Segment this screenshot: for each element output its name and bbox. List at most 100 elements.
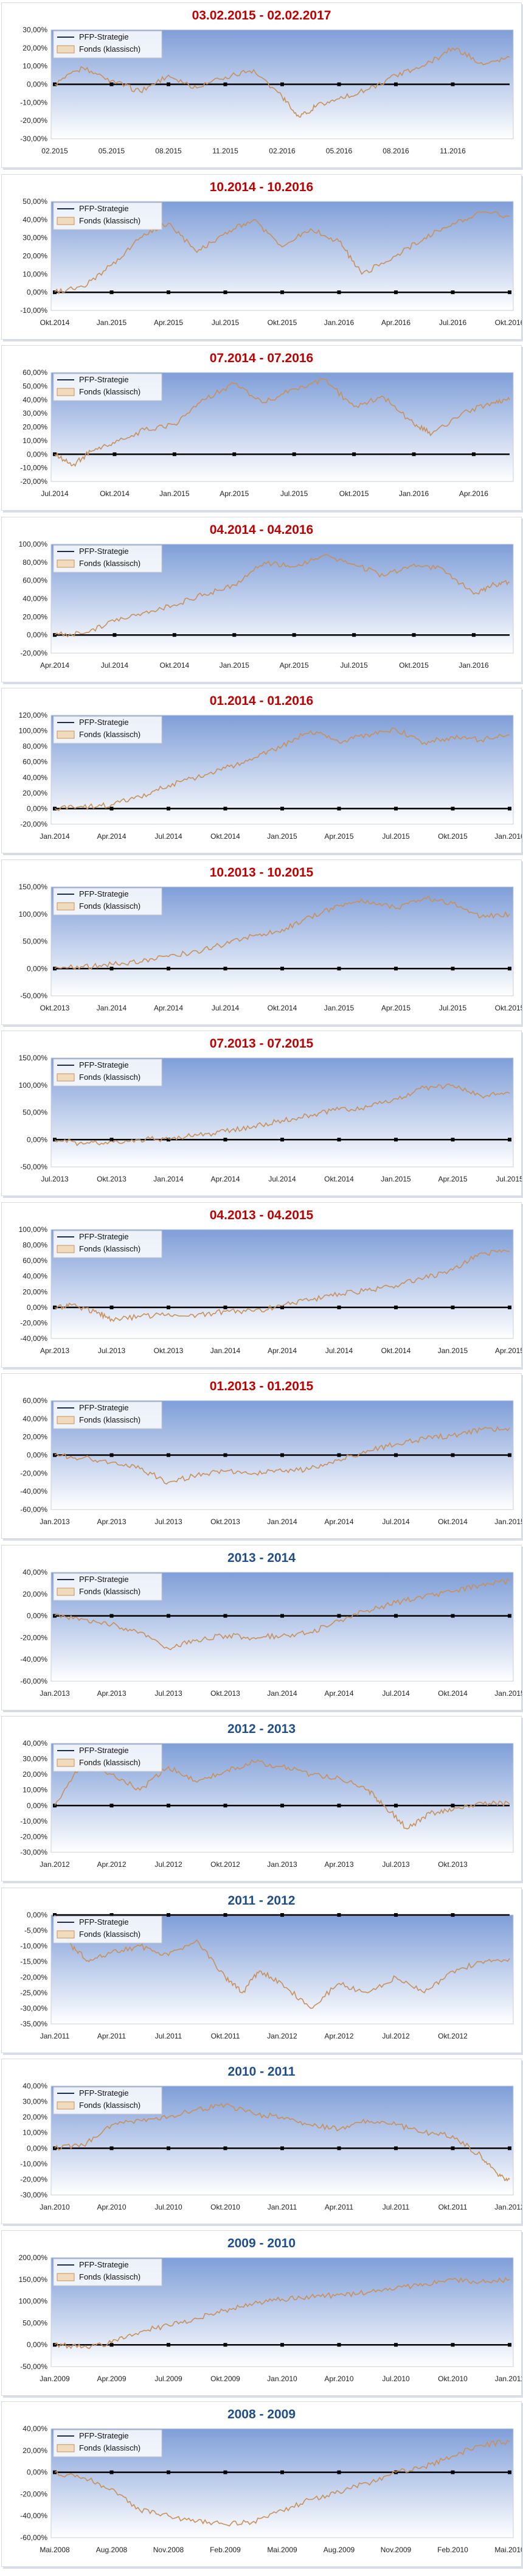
series-marker (53, 1138, 57, 1142)
series-marker (223, 807, 227, 811)
series-line-fonds (54, 894, 510, 970)
x-tick-label: Jul.2014 (154, 832, 182, 841)
y-tick-label: 0,00% (27, 80, 47, 89)
series-marker (113, 452, 117, 457)
y-tick-label: 40,00% (23, 1568, 47, 1577)
series-marker (280, 2342, 284, 2347)
x-tick-label: Jul.2016 (439, 318, 467, 327)
x-tick-label: Okt.2015 (268, 318, 297, 327)
legend-label: PFP-Strategie (79, 1575, 129, 1584)
x-tick-label: Jul.2014 (382, 1689, 410, 1698)
chart-svg: 40,00% 20,00% 0,00% -20,00% -40,00% -60,00% Ja… (20, 1568, 522, 1698)
legend-label: Fonds (klassisch) (79, 2272, 140, 2281)
series-marker (109, 1453, 114, 1457)
x-tick-label: Aug.2008 (96, 2546, 128, 2554)
series-marker (451, 2146, 455, 2151)
legend-label: PFP-Strategie (79, 2431, 129, 2440)
legend-label: PFP-Strategie (79, 1403, 129, 1412)
series-marker (292, 452, 296, 457)
legend-swatch-fonds (57, 730, 75, 739)
legend-box (53, 1744, 162, 1772)
series-marker (337, 1804, 341, 1808)
series-marker (337, 82, 341, 86)
series-marker (109, 1804, 114, 1808)
legend-label: Fonds (klassisch) (79, 44, 140, 54)
y-tick-label: -10,00% (20, 1817, 47, 1825)
series-marker (508, 1614, 511, 1618)
panel-frame (1, 2401, 522, 2567)
x-tick-label: Jan.2013 (40, 1517, 70, 1526)
series-marker (451, 1804, 455, 1808)
x-tick-label: Apr.2015 (324, 832, 353, 841)
y-tick-label: -20,00% (20, 116, 47, 125)
series-marker (292, 632, 296, 637)
x-tick-label: Apr.2013 (40, 1346, 69, 1355)
x-tick-label: Apr.2015 (495, 1346, 522, 1355)
series-marker (53, 452, 57, 457)
series-marker (394, 1305, 398, 1309)
panel-frame (1, 2, 522, 168)
series-marker (223, 290, 227, 294)
x-tick-label: Jan.2013 (40, 1689, 70, 1698)
legend-swatch-fonds (57, 2444, 75, 2452)
series-marker (167, 2342, 170, 2347)
legend-swatch-fonds (57, 2101, 75, 2110)
series-marker (53, 1614, 57, 1618)
series-marker (412, 632, 416, 637)
x-tick-label: Okt.2014 (438, 1517, 468, 1526)
series-line-fonds (54, 1914, 510, 2009)
y-tick-label: 80,00% (23, 558, 47, 566)
x-tick-label: Jul.2015 (496, 1175, 522, 1183)
series-marker (280, 1614, 284, 1618)
x-tick-label: Jan.2011 (495, 2375, 522, 2383)
x-tick-label: Apr.2014 (324, 1689, 353, 1698)
x-tick-label: Jul.2013 (154, 1689, 182, 1698)
x-tick-label: Apr.2014 (268, 1346, 297, 1355)
x-tick-label: Jul.2013 (382, 1860, 410, 1869)
y-tick-label: 0,00% (27, 1303, 47, 1311)
legend-label: PFP-Strategie (79, 2088, 129, 2098)
x-tick-label: Okt.2015 (495, 1004, 522, 1012)
x-tick-label: Okt.2016 (495, 318, 522, 327)
x-tick-label: Jul.2014 (212, 1004, 240, 1012)
y-tick-label: -20,00% (20, 1318, 47, 1327)
series-marker (280, 966, 284, 970)
legend-box (53, 1059, 162, 1087)
x-tick-label: Okt.2013 (210, 1517, 240, 1526)
x-tick-label: Apr.2012 (324, 2032, 353, 2040)
x-tick-label: Apr.2015 (438, 1175, 467, 1183)
series-marker (109, 1138, 114, 1142)
x-tick-label: 02.2016 (269, 147, 296, 155)
series-marker (280, 807, 284, 811)
y-tick-label: 40,00% (23, 396, 47, 404)
chart-panel: 07.2013 - 07.2015 150,00% 100,00% 50,00% 0,0… (1, 1031, 522, 1196)
series-marker (280, 1453, 284, 1457)
x-tick-label: Apr.2013 (324, 1860, 353, 1869)
chart-panel: 07.2014 - 07.2016 60,00% 50,00% 40,00% 30,00… (1, 345, 522, 511)
x-tick-label: Okt.2014 (210, 832, 240, 841)
chart-title: 07.2014 - 07.2016 (209, 351, 314, 365)
legend-swatch-fonds (57, 1073, 75, 1082)
y-tick-label: 20,00% (23, 2446, 47, 2455)
series-marker (223, 2146, 227, 2151)
x-tick-label: Feb.2009 (210, 2546, 241, 2554)
series-line-fonds (54, 1426, 510, 1485)
chart-title: 10.2013 - 10.2015 (209, 865, 314, 880)
legend-box (53, 2087, 162, 2115)
y-tick-label: -30,00% (20, 135, 47, 143)
panel-frame (1, 1887, 522, 2053)
y-tick-label: 0,00% (27, 2468, 47, 2477)
x-tick-label: Jan.2010 (267, 2375, 297, 2383)
y-tick-label: -20,00% (20, 649, 47, 657)
y-tick-label: -60,00% (20, 1677, 47, 1685)
y-tick-label: 150,00% (19, 2275, 48, 2283)
x-tick-label: Jul.2015 (439, 1004, 467, 1012)
series-line-fonds (54, 2102, 510, 2182)
series-marker (172, 632, 176, 637)
legend-box (53, 716, 162, 744)
x-tick-label: Okt.2014 (381, 1346, 411, 1355)
chart-svg: 60,00% 40,00% 20,00% 0,00% -20,00% -40,00% -60… (20, 1396, 522, 1526)
series-line-fonds (54, 2440, 510, 2527)
series-marker (394, 1138, 398, 1142)
chart-title: 10.2014 - 10.2016 (209, 180, 314, 194)
